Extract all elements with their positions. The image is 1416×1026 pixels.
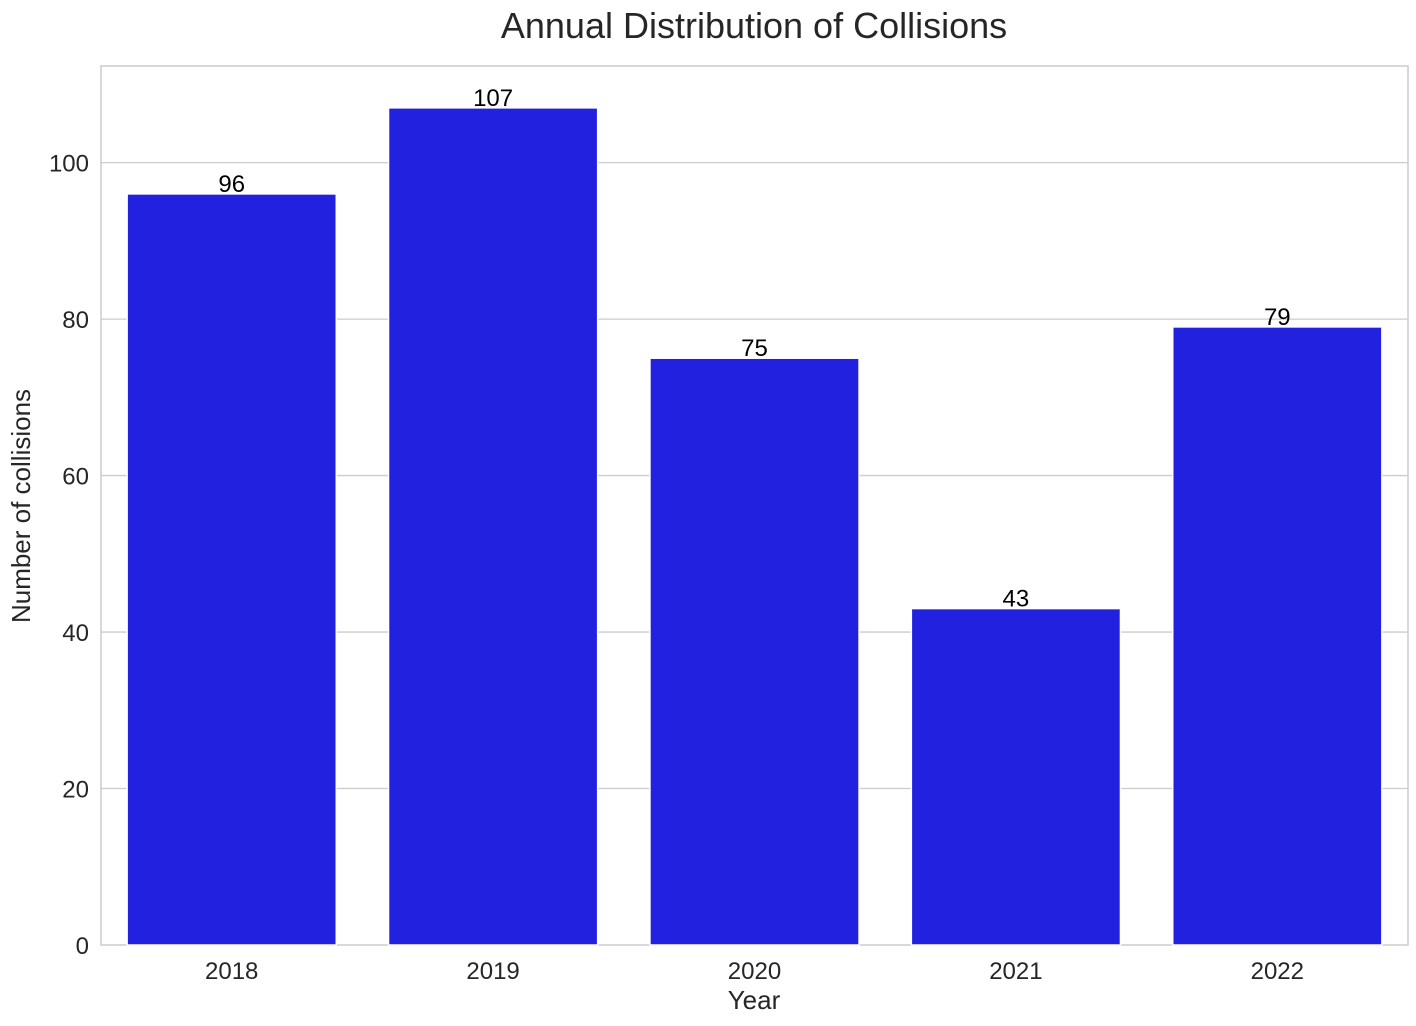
bar-2019 (387, 107, 599, 946)
y-tick-label: 80 (62, 307, 89, 334)
y-tick-label: 60 (62, 464, 89, 491)
y-tick-label: 20 (62, 777, 89, 804)
bar-2018 (126, 193, 338, 946)
x-tick-label: 2018 (205, 958, 258, 985)
bar-2020 (649, 357, 860, 946)
data-labels: 96 107 75 43 79 (218, 85, 1290, 613)
y-axis-ticks: 0 20 40 60 80 100 (49, 151, 89, 960)
x-tick-label: 2021 (989, 958, 1042, 985)
y-axis-label: Number of collisions (6, 389, 36, 623)
y-tick-label: 0 (76, 933, 89, 960)
data-label-2019: 107 (473, 85, 513, 112)
x-axis-ticks: 2018 2019 2020 2021 2022 (205, 958, 1304, 985)
x-axis-label: Year (728, 985, 781, 1015)
data-label-2020: 75 (741, 335, 768, 362)
x-tick-label: 2020 (728, 958, 781, 985)
x-tick-label: 2019 (466, 958, 519, 985)
chart-title: Annual Distribution of Collisions (501, 5, 1007, 46)
bar-2022 (1171, 326, 1383, 946)
data-label-2022: 79 (1264, 304, 1291, 331)
data-label-2021: 43 (1003, 586, 1030, 613)
bars (126, 107, 1383, 946)
data-label-2018: 96 (218, 171, 245, 198)
x-tick-label: 2022 (1251, 958, 1304, 985)
bar-2021 (910, 607, 1122, 946)
y-tick-label: 100 (49, 151, 89, 178)
y-tick-label: 40 (62, 620, 89, 647)
